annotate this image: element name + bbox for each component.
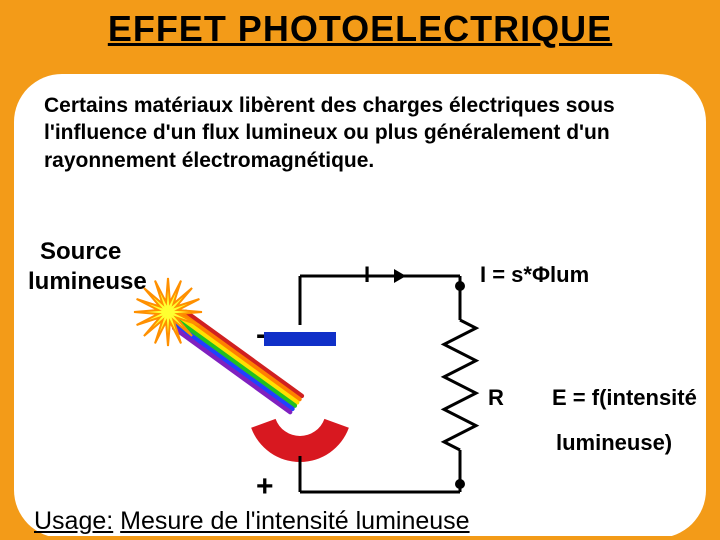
circuit-diagram <box>0 0 720 540</box>
usage-prefix: Usage: <box>34 507 113 535</box>
usage-text: Mesure de l'intensité lumineuse <box>120 507 469 535</box>
usage-line: Usage: Mesure de l'intensité lumineuse <box>34 507 470 536</box>
